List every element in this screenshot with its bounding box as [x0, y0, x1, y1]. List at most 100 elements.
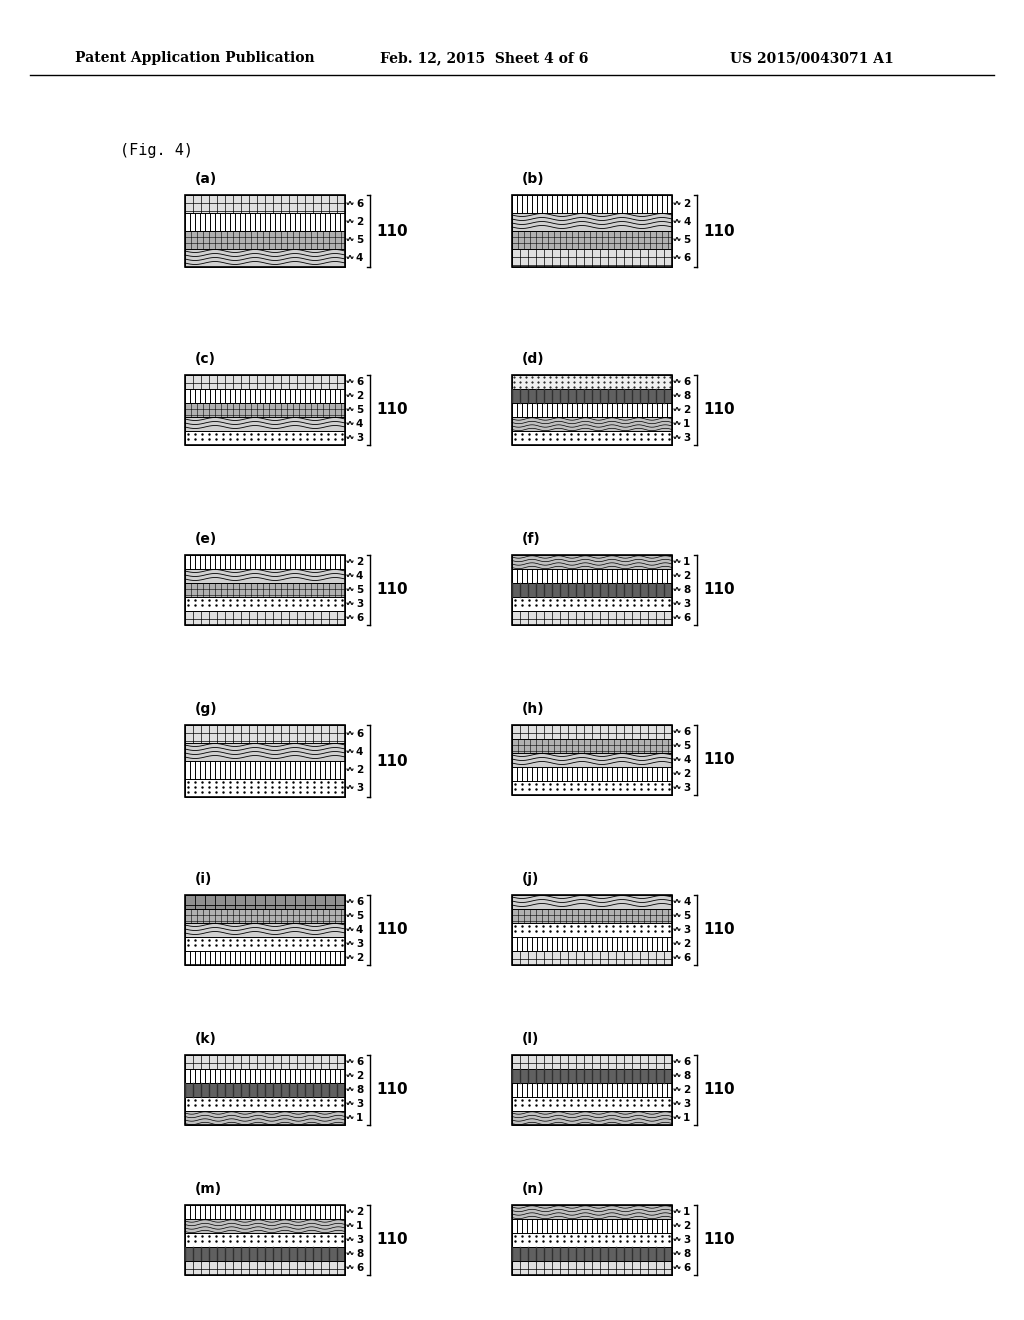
- Text: 2: 2: [683, 939, 690, 949]
- Bar: [185, 583, 345, 597]
- Text: 2: 2: [356, 1206, 364, 1217]
- Text: 2: 2: [683, 1221, 690, 1232]
- Text: 2: 2: [683, 572, 690, 581]
- Text: 2: 2: [356, 391, 364, 401]
- Bar: [512, 1082, 672, 1097]
- Text: US 2015/0043071 A1: US 2015/0043071 A1: [730, 51, 894, 65]
- Text: 6: 6: [683, 1263, 690, 1272]
- Bar: [185, 389, 345, 403]
- Text: 5: 5: [683, 741, 690, 751]
- Bar: [512, 895, 672, 965]
- Bar: [512, 432, 672, 445]
- Text: 6: 6: [356, 898, 364, 907]
- Text: (c): (c): [195, 352, 216, 366]
- Bar: [185, 1218, 345, 1233]
- Bar: [512, 569, 672, 583]
- Text: (k): (k): [195, 1032, 217, 1045]
- Bar: [512, 554, 672, 624]
- Bar: [512, 923, 672, 937]
- Text: 4: 4: [356, 747, 364, 756]
- Bar: [185, 937, 345, 950]
- Bar: [185, 432, 345, 445]
- Text: (n): (n): [522, 1181, 545, 1196]
- Text: 110: 110: [703, 582, 734, 598]
- Text: 1: 1: [683, 1113, 690, 1123]
- Bar: [185, 597, 345, 611]
- Text: 110: 110: [376, 582, 408, 598]
- Text: 1: 1: [683, 1206, 690, 1217]
- Text: 6: 6: [356, 378, 364, 387]
- Bar: [512, 583, 672, 597]
- Text: (l): (l): [522, 1032, 540, 1045]
- Bar: [512, 1055, 672, 1069]
- Bar: [512, 1055, 672, 1125]
- Bar: [185, 895, 345, 965]
- Text: 110: 110: [703, 223, 734, 239]
- Bar: [512, 1261, 672, 1275]
- Bar: [185, 950, 345, 965]
- Bar: [185, 1233, 345, 1247]
- Text: 110: 110: [703, 1082, 734, 1097]
- Text: 8: 8: [683, 1071, 690, 1081]
- Bar: [512, 597, 672, 611]
- Bar: [185, 895, 345, 909]
- Text: Feb. 12, 2015  Sheet 4 of 6: Feb. 12, 2015 Sheet 4 of 6: [380, 51, 589, 65]
- Bar: [512, 1218, 672, 1233]
- Bar: [512, 375, 672, 445]
- Text: 6: 6: [683, 378, 690, 387]
- Text: 110: 110: [376, 403, 408, 417]
- Bar: [512, 389, 672, 403]
- Bar: [185, 725, 345, 743]
- Bar: [512, 1097, 672, 1111]
- Text: 110: 110: [703, 923, 734, 937]
- Bar: [185, 1097, 345, 1111]
- Text: 6: 6: [356, 1263, 364, 1272]
- Text: 6: 6: [683, 727, 690, 737]
- Text: 110: 110: [376, 1082, 408, 1097]
- Bar: [512, 767, 672, 781]
- Text: 6: 6: [683, 612, 690, 623]
- Bar: [512, 213, 672, 231]
- Text: (e): (e): [195, 532, 217, 546]
- Text: 5: 5: [356, 911, 364, 921]
- Bar: [512, 781, 672, 795]
- Text: 1: 1: [356, 1221, 364, 1232]
- Text: 3: 3: [356, 1236, 364, 1245]
- Text: 2: 2: [683, 770, 690, 779]
- Bar: [512, 375, 672, 389]
- Text: 5: 5: [683, 235, 690, 246]
- Text: 5: 5: [356, 585, 364, 595]
- Bar: [185, 1055, 345, 1069]
- Text: (f): (f): [522, 532, 541, 546]
- Bar: [512, 195, 672, 213]
- Bar: [185, 1205, 345, 1275]
- Bar: [512, 1247, 672, 1261]
- Text: Patent Application Publication: Patent Application Publication: [75, 51, 314, 65]
- Bar: [185, 1261, 345, 1275]
- Text: 4: 4: [683, 898, 690, 907]
- Text: 2: 2: [356, 557, 364, 568]
- Text: 2: 2: [683, 405, 690, 414]
- Bar: [185, 554, 345, 624]
- Bar: [512, 752, 672, 767]
- Bar: [185, 1205, 345, 1218]
- Text: 5: 5: [356, 235, 364, 246]
- Text: 5: 5: [683, 911, 690, 921]
- Bar: [185, 249, 345, 267]
- Bar: [512, 725, 672, 795]
- Text: (i): (i): [195, 873, 212, 886]
- Bar: [185, 1055, 345, 1125]
- Bar: [512, 739, 672, 752]
- Text: 1: 1: [683, 557, 690, 568]
- Text: 3: 3: [683, 1236, 690, 1245]
- Text: 2: 2: [356, 766, 364, 775]
- Text: 4: 4: [356, 572, 364, 581]
- Bar: [512, 417, 672, 432]
- Text: 2: 2: [356, 953, 364, 964]
- Text: 3: 3: [356, 939, 364, 949]
- Text: 3: 3: [683, 925, 690, 935]
- Text: (d): (d): [522, 352, 545, 366]
- Bar: [185, 762, 345, 779]
- Bar: [185, 375, 345, 389]
- Text: (g): (g): [195, 702, 218, 715]
